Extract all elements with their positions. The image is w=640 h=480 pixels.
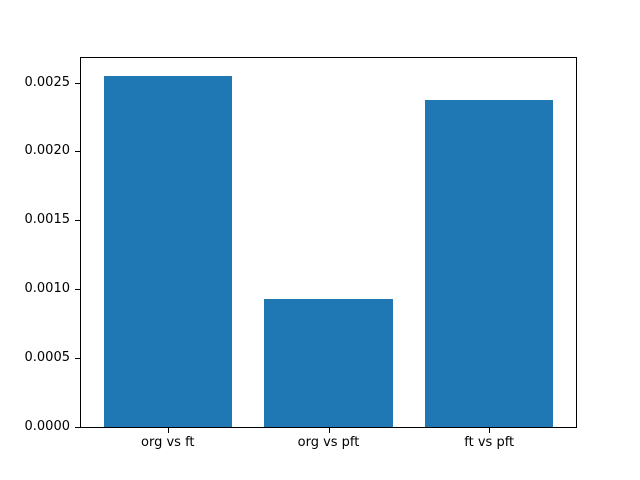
y-tick-mark xyxy=(75,427,80,428)
y-tick-label-0.0010: 0.0010 xyxy=(24,281,71,297)
y-tick-label-0.0005: 0.0005 xyxy=(24,350,71,366)
bar-ft-vs-pft xyxy=(424,100,554,427)
y-tick-mark xyxy=(75,220,80,222)
x-tick-mark xyxy=(489,428,491,433)
x-tick-label-ft-vs-pft: ft vs pft xyxy=(464,435,515,450)
y-tick-mark xyxy=(75,289,80,291)
bar-org-vs-pft xyxy=(264,298,393,427)
x-tick-label-org-vs-pft: org vs pft xyxy=(297,435,360,450)
bar-org-vs-ft xyxy=(103,75,233,427)
x-tick-mark xyxy=(328,428,330,433)
y-tick-label-0.0015: 0.0015 xyxy=(24,212,71,228)
x-tick-mark xyxy=(167,428,169,433)
y-tick-mark xyxy=(75,358,80,360)
y-tick-mark xyxy=(75,151,80,153)
y-tick-label-0.0020: 0.0020 xyxy=(24,143,71,159)
plot-area xyxy=(80,57,577,428)
y-tick-mark xyxy=(75,82,80,84)
y-tick-label-0.0000: 0.0000 xyxy=(24,419,71,434)
x-tick-label-org-vs-ft: org vs ft xyxy=(141,435,195,450)
y-tick-label-0.0025: 0.0025 xyxy=(24,74,71,90)
